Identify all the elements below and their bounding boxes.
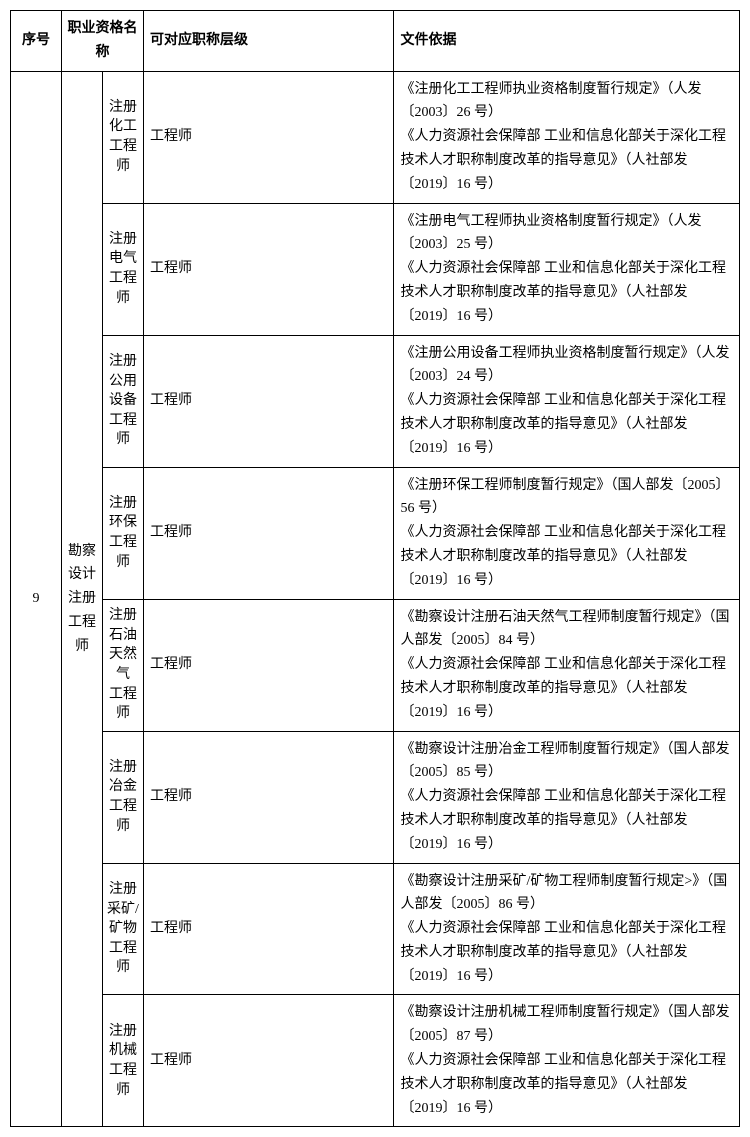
sub-cell: 注册环保工程师 bbox=[103, 467, 144, 599]
table-row: 9 勘察设计注册工程师 注册化工工程师 工程师 《注册化工工程师执业资格制度暂行… bbox=[11, 71, 740, 203]
table-row: 注册冶金工程师 工程师 《勘察设计注册冶金工程师制度暂行规定》（国人部发〔200… bbox=[11, 731, 740, 863]
table-row: 注册公用设备工程师 工程师 《注册公用设备工程师执业资格制度暂行规定》（人发〔2… bbox=[11, 335, 740, 467]
header-row: 序号 职业资格名称 可对应职称层级 文件依据 bbox=[11, 11, 740, 72]
table-row: 注册电气工程师 工程师 《注册电气工程师执业资格制度暂行规定》（人发〔2003〕… bbox=[11, 203, 740, 335]
header-seq: 序号 bbox=[11, 11, 62, 72]
basis-cell: 《勘察设计注册冶金工程师制度暂行规定》（国人部发〔2005〕85 号）《人力资源… bbox=[394, 731, 740, 863]
level-cell: 工程师 bbox=[143, 335, 394, 467]
basis-cell: 《注册电气工程师执业资格制度暂行规定》（人发〔2003〕25 号）《人力资源社会… bbox=[394, 203, 740, 335]
header-name: 职业资格名称 bbox=[62, 11, 144, 72]
sub-cell: 注册采矿/矿物工程师 bbox=[103, 863, 144, 995]
seq-cell: 9 bbox=[11, 71, 62, 1127]
header-basis: 文件依据 bbox=[394, 11, 740, 72]
basis-cell: 《勘察设计注册石油天然气工程师制度暂行规定》（国人部发〔2005〕84 号）《人… bbox=[394, 599, 740, 731]
level-cell: 工程师 bbox=[143, 731, 394, 863]
sub-cell: 注册石油天然气工程师 bbox=[103, 599, 144, 731]
basis-cell: 《注册公用设备工程师执业资格制度暂行规定》（人发〔2003〕24 号）《人力资源… bbox=[394, 335, 740, 467]
sub-cell: 注册电气工程师 bbox=[103, 203, 144, 335]
basis-cell: 《注册环保工程师制度暂行规定》（国人部发〔2005〕56 号）《人力资源社会保障… bbox=[394, 467, 740, 599]
category-cell: 勘察设计注册工程师 bbox=[62, 71, 103, 1127]
table-row: 注册采矿/矿物工程师 工程师 《勘察设计注册采矿/矿物工程师制度暂行规定>》（国… bbox=[11, 863, 740, 995]
level-cell: 工程师 bbox=[143, 203, 394, 335]
table-row: 注册机械工程师 工程师 《勘察设计注册机械工程师制度暂行规定》（国人部发〔200… bbox=[11, 995, 740, 1127]
level-cell: 工程师 bbox=[143, 71, 394, 203]
level-cell: 工程师 bbox=[143, 863, 394, 995]
level-cell: 工程师 bbox=[143, 995, 394, 1127]
sub-cell: 注册化工工程师 bbox=[103, 71, 144, 203]
table-row: 注册环保工程师 工程师 《注册环保工程师制度暂行规定》（国人部发〔2005〕56… bbox=[11, 467, 740, 599]
sub-cell: 注册冶金工程师 bbox=[103, 731, 144, 863]
table-body: 9 勘察设计注册工程师 注册化工工程师 工程师 《注册化工工程师执业资格制度暂行… bbox=[11, 71, 740, 1127]
basis-cell: 《勘察设计注册机械工程师制度暂行规定》（国人部发〔2005〕87 号）《人力资源… bbox=[394, 995, 740, 1127]
qualification-table: 序号 职业资格名称 可对应职称层级 文件依据 9 勘察设计注册工程师 注册化工工… bbox=[10, 10, 740, 1127]
sub-cell: 注册机械工程师 bbox=[103, 995, 144, 1127]
basis-cell: 《勘察设计注册采矿/矿物工程师制度暂行规定>》（国人部发〔2005〕86 号）《… bbox=[394, 863, 740, 995]
basis-cell: 《注册化工工程师执业资格制度暂行规定》（人发〔2003〕26 号）《人力资源社会… bbox=[394, 71, 740, 203]
level-cell: 工程师 bbox=[143, 467, 394, 599]
level-cell: 工程师 bbox=[143, 599, 394, 731]
table-row: 注册石油天然气工程师 工程师 《勘察设计注册石油天然气工程师制度暂行规定》（国人… bbox=[11, 599, 740, 731]
sub-cell: 注册公用设备工程师 bbox=[103, 335, 144, 467]
header-level: 可对应职称层级 bbox=[143, 11, 394, 72]
